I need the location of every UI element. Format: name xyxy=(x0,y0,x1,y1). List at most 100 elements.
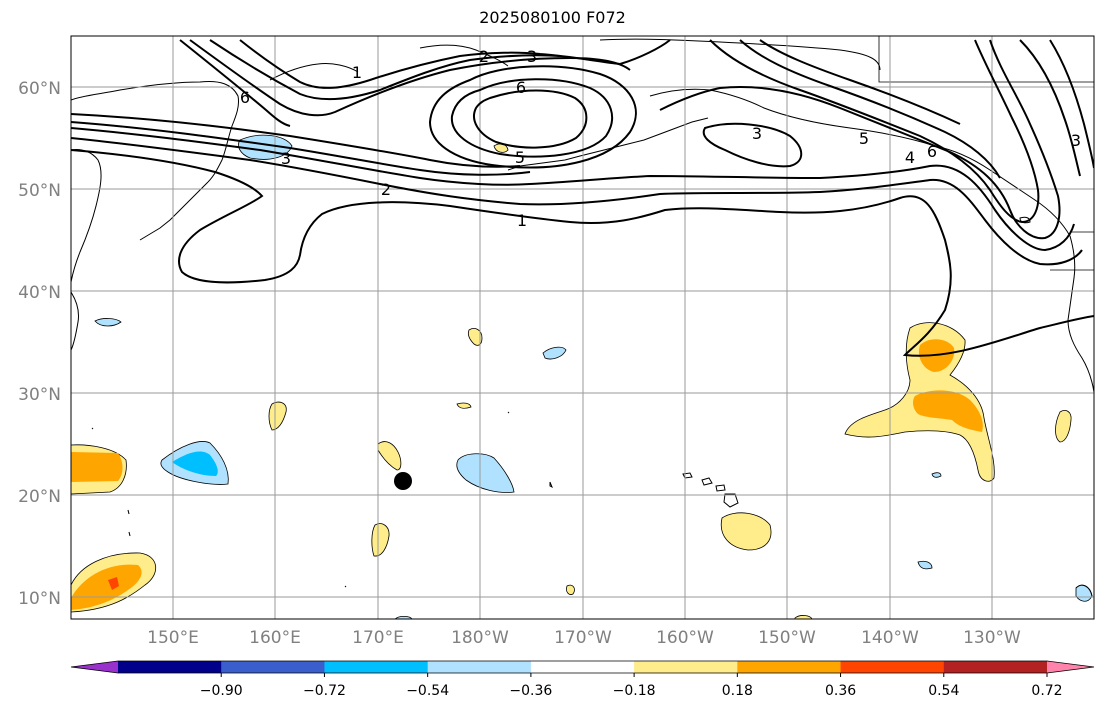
contour-ring-inner xyxy=(473,89,588,149)
contour-label: 6 xyxy=(927,142,937,161)
colorbar-segment xyxy=(221,661,325,673)
lat-label: 60°N xyxy=(18,79,61,99)
contour-6-west xyxy=(179,39,291,127)
lon-label: 170°E xyxy=(352,628,404,648)
colorbar-tick-label: −0.90 xyxy=(200,683,243,699)
contour-3-south xyxy=(71,127,1075,252)
contour-4-west xyxy=(71,121,531,176)
colorbar-segment xyxy=(118,661,222,673)
lat-label: 30°N xyxy=(18,385,61,405)
contour-label: 3 xyxy=(527,47,537,66)
island-tiny-3 xyxy=(127,509,130,515)
contour-2 xyxy=(71,137,1083,266)
lat-label: 10°N xyxy=(18,589,61,609)
fill-lightblue-east-small xyxy=(917,560,933,570)
fill-lightblue-west-small xyxy=(94,318,122,327)
coastline-kamchatka xyxy=(71,81,239,183)
island-hawaii-4 xyxy=(723,493,739,508)
island-tiny-1 xyxy=(507,411,510,414)
fill-yellow-hawaii-south xyxy=(720,512,772,551)
colorbar-segment xyxy=(737,661,842,673)
contour-3-north xyxy=(189,39,631,117)
lon-label-group: 150°E 160°E 170°E 180°W 170°W 160°W 150°… xyxy=(147,628,1021,648)
colorbar-tick-label: 0.54 xyxy=(928,683,959,699)
anomaly-fills xyxy=(71,134,1093,619)
fill-orangered-southwest xyxy=(108,577,119,590)
island-midway xyxy=(549,481,553,489)
fill-deepblue-west-pacific xyxy=(172,451,218,476)
lon-label: 160°E xyxy=(249,628,301,648)
colorbar-segment xyxy=(324,661,429,673)
coastline-kuril xyxy=(139,181,209,241)
lon-label: 170°W xyxy=(554,628,612,648)
contour-3-east-oval xyxy=(702,122,803,168)
fill-yellow-bottom-right xyxy=(794,615,813,619)
contour-label: 4 xyxy=(905,148,915,167)
fill-yellow-160e xyxy=(268,401,287,431)
lon-label: 160°W xyxy=(656,628,714,648)
coastline-okhotsk xyxy=(71,149,102,283)
map-border xyxy=(70,35,1095,620)
lon-label: 150°E xyxy=(147,628,199,648)
coastline-japan xyxy=(71,291,79,351)
fill-yellow-near-marker xyxy=(377,441,402,471)
colorbar-outline xyxy=(70,660,1095,674)
colorbar-segment xyxy=(530,661,635,673)
coastline-alaska-south xyxy=(649,88,936,147)
contour-east-c xyxy=(739,39,1001,179)
colorbar-tick-label: −0.18 xyxy=(613,683,656,699)
fill-orange-east-south xyxy=(913,390,983,432)
colorbar-tick-label: −0.72 xyxy=(303,683,346,699)
contour-2-north xyxy=(209,39,561,101)
lon-label: 130°W xyxy=(963,628,1021,648)
contour-label: 1 xyxy=(352,63,362,82)
location-marker xyxy=(394,472,412,490)
coastline-aleutians xyxy=(507,117,709,171)
island-tiny-2 xyxy=(344,585,347,588)
colorbar-segment xyxy=(840,661,945,673)
contour-label: 6 xyxy=(240,88,250,107)
contour-east-d xyxy=(759,39,961,125)
colorbar-tick-label: 0.36 xyxy=(825,683,856,699)
colorbar-tick-label: −0.36 xyxy=(509,683,552,699)
fill-lightblue-175w xyxy=(542,346,567,360)
coastline-panhandle xyxy=(934,145,1071,237)
coastline-alaska-north xyxy=(599,38,881,71)
contour-east-a xyxy=(659,39,1061,240)
contour-lines xyxy=(71,39,1094,357)
contour-east-b xyxy=(709,39,1040,224)
contour-label: 5 xyxy=(859,129,869,148)
colorbar-tick-label: −0.54 xyxy=(406,683,449,699)
gridlines xyxy=(71,36,1094,619)
contour-east-far xyxy=(1019,39,1081,177)
lat-label: 40°N xyxy=(18,283,61,303)
coastlines xyxy=(71,38,1094,597)
boundaries xyxy=(878,36,1094,271)
contour-label-group: 1 2 3 6 2 3 6 5 3 5 4 6 1 3 xyxy=(240,47,1081,230)
colorbar-segment xyxy=(634,661,738,673)
contour-ring-outer xyxy=(428,65,637,169)
contour-label: 1 xyxy=(517,211,527,230)
contour-label: 2 xyxy=(479,47,489,66)
lon-label: 140°W xyxy=(861,628,919,648)
contour-label: 6 xyxy=(516,78,526,97)
coastline-baja xyxy=(1075,584,1093,597)
fill-yellow-bottom-center xyxy=(566,584,575,595)
fill-yellow-170e-south xyxy=(371,523,390,557)
island-tiny-5 xyxy=(91,427,94,430)
colorbar-segment xyxy=(943,661,1048,673)
island-hawaii-2 xyxy=(701,477,713,486)
contour-label: 3 xyxy=(281,149,291,168)
colorbar-segment xyxy=(427,661,532,673)
fill-lightblue-180-south xyxy=(456,453,515,493)
contour-label: 3 xyxy=(752,124,762,143)
boundary-alaska-canada xyxy=(878,36,1094,83)
contour-label: 5 xyxy=(515,148,525,167)
colorbar-tick-label: 0.72 xyxy=(1031,683,1062,699)
contour-1-west xyxy=(71,149,1094,357)
lon-label: 180°W xyxy=(451,628,509,648)
contour-5-west xyxy=(71,113,521,168)
fill-yellow-east-edge xyxy=(1055,410,1072,443)
lat-label-group: 60°N 50°N 40°N 30°N 20°N 10°N xyxy=(18,79,61,609)
